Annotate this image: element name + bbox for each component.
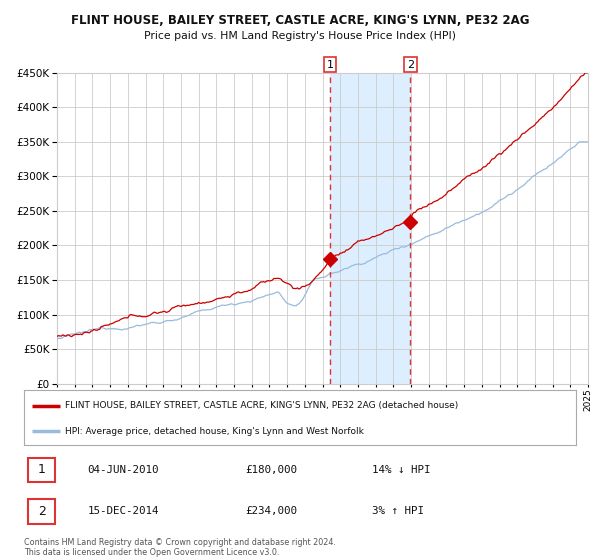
Text: 15-DEC-2014: 15-DEC-2014 <box>88 506 159 516</box>
Text: 3% ↑ HPI: 3% ↑ HPI <box>372 506 424 516</box>
Text: 2: 2 <box>38 505 46 518</box>
Text: Contains HM Land Registry data © Crown copyright and database right 2024.
This d: Contains HM Land Registry data © Crown c… <box>24 538 336 557</box>
FancyBboxPatch shape <box>28 458 55 482</box>
FancyBboxPatch shape <box>28 499 55 524</box>
Text: FLINT HOUSE, BAILEY STREET, CASTLE ACRE, KING'S LYNN, PE32 2AG: FLINT HOUSE, BAILEY STREET, CASTLE ACRE,… <box>71 14 529 27</box>
Text: 04-JUN-2010: 04-JUN-2010 <box>88 465 159 475</box>
Text: 1: 1 <box>326 60 334 69</box>
Text: Price paid vs. HM Land Registry's House Price Index (HPI): Price paid vs. HM Land Registry's House … <box>144 31 456 41</box>
Text: 2: 2 <box>407 60 414 69</box>
Bar <box>330 73 410 384</box>
Text: £234,000: £234,000 <box>245 506 297 516</box>
Text: FLINT HOUSE, BAILEY STREET, CASTLE ACRE, KING'S LYNN, PE32 2AG (detached house): FLINT HOUSE, BAILEY STREET, CASTLE ACRE,… <box>65 401 458 410</box>
Text: £180,000: £180,000 <box>245 465 297 475</box>
Text: HPI: Average price, detached house, King's Lynn and West Norfolk: HPI: Average price, detached house, King… <box>65 427 364 436</box>
Text: 1: 1 <box>38 464 46 477</box>
Text: 14% ↓ HPI: 14% ↓ HPI <box>372 465 430 475</box>
